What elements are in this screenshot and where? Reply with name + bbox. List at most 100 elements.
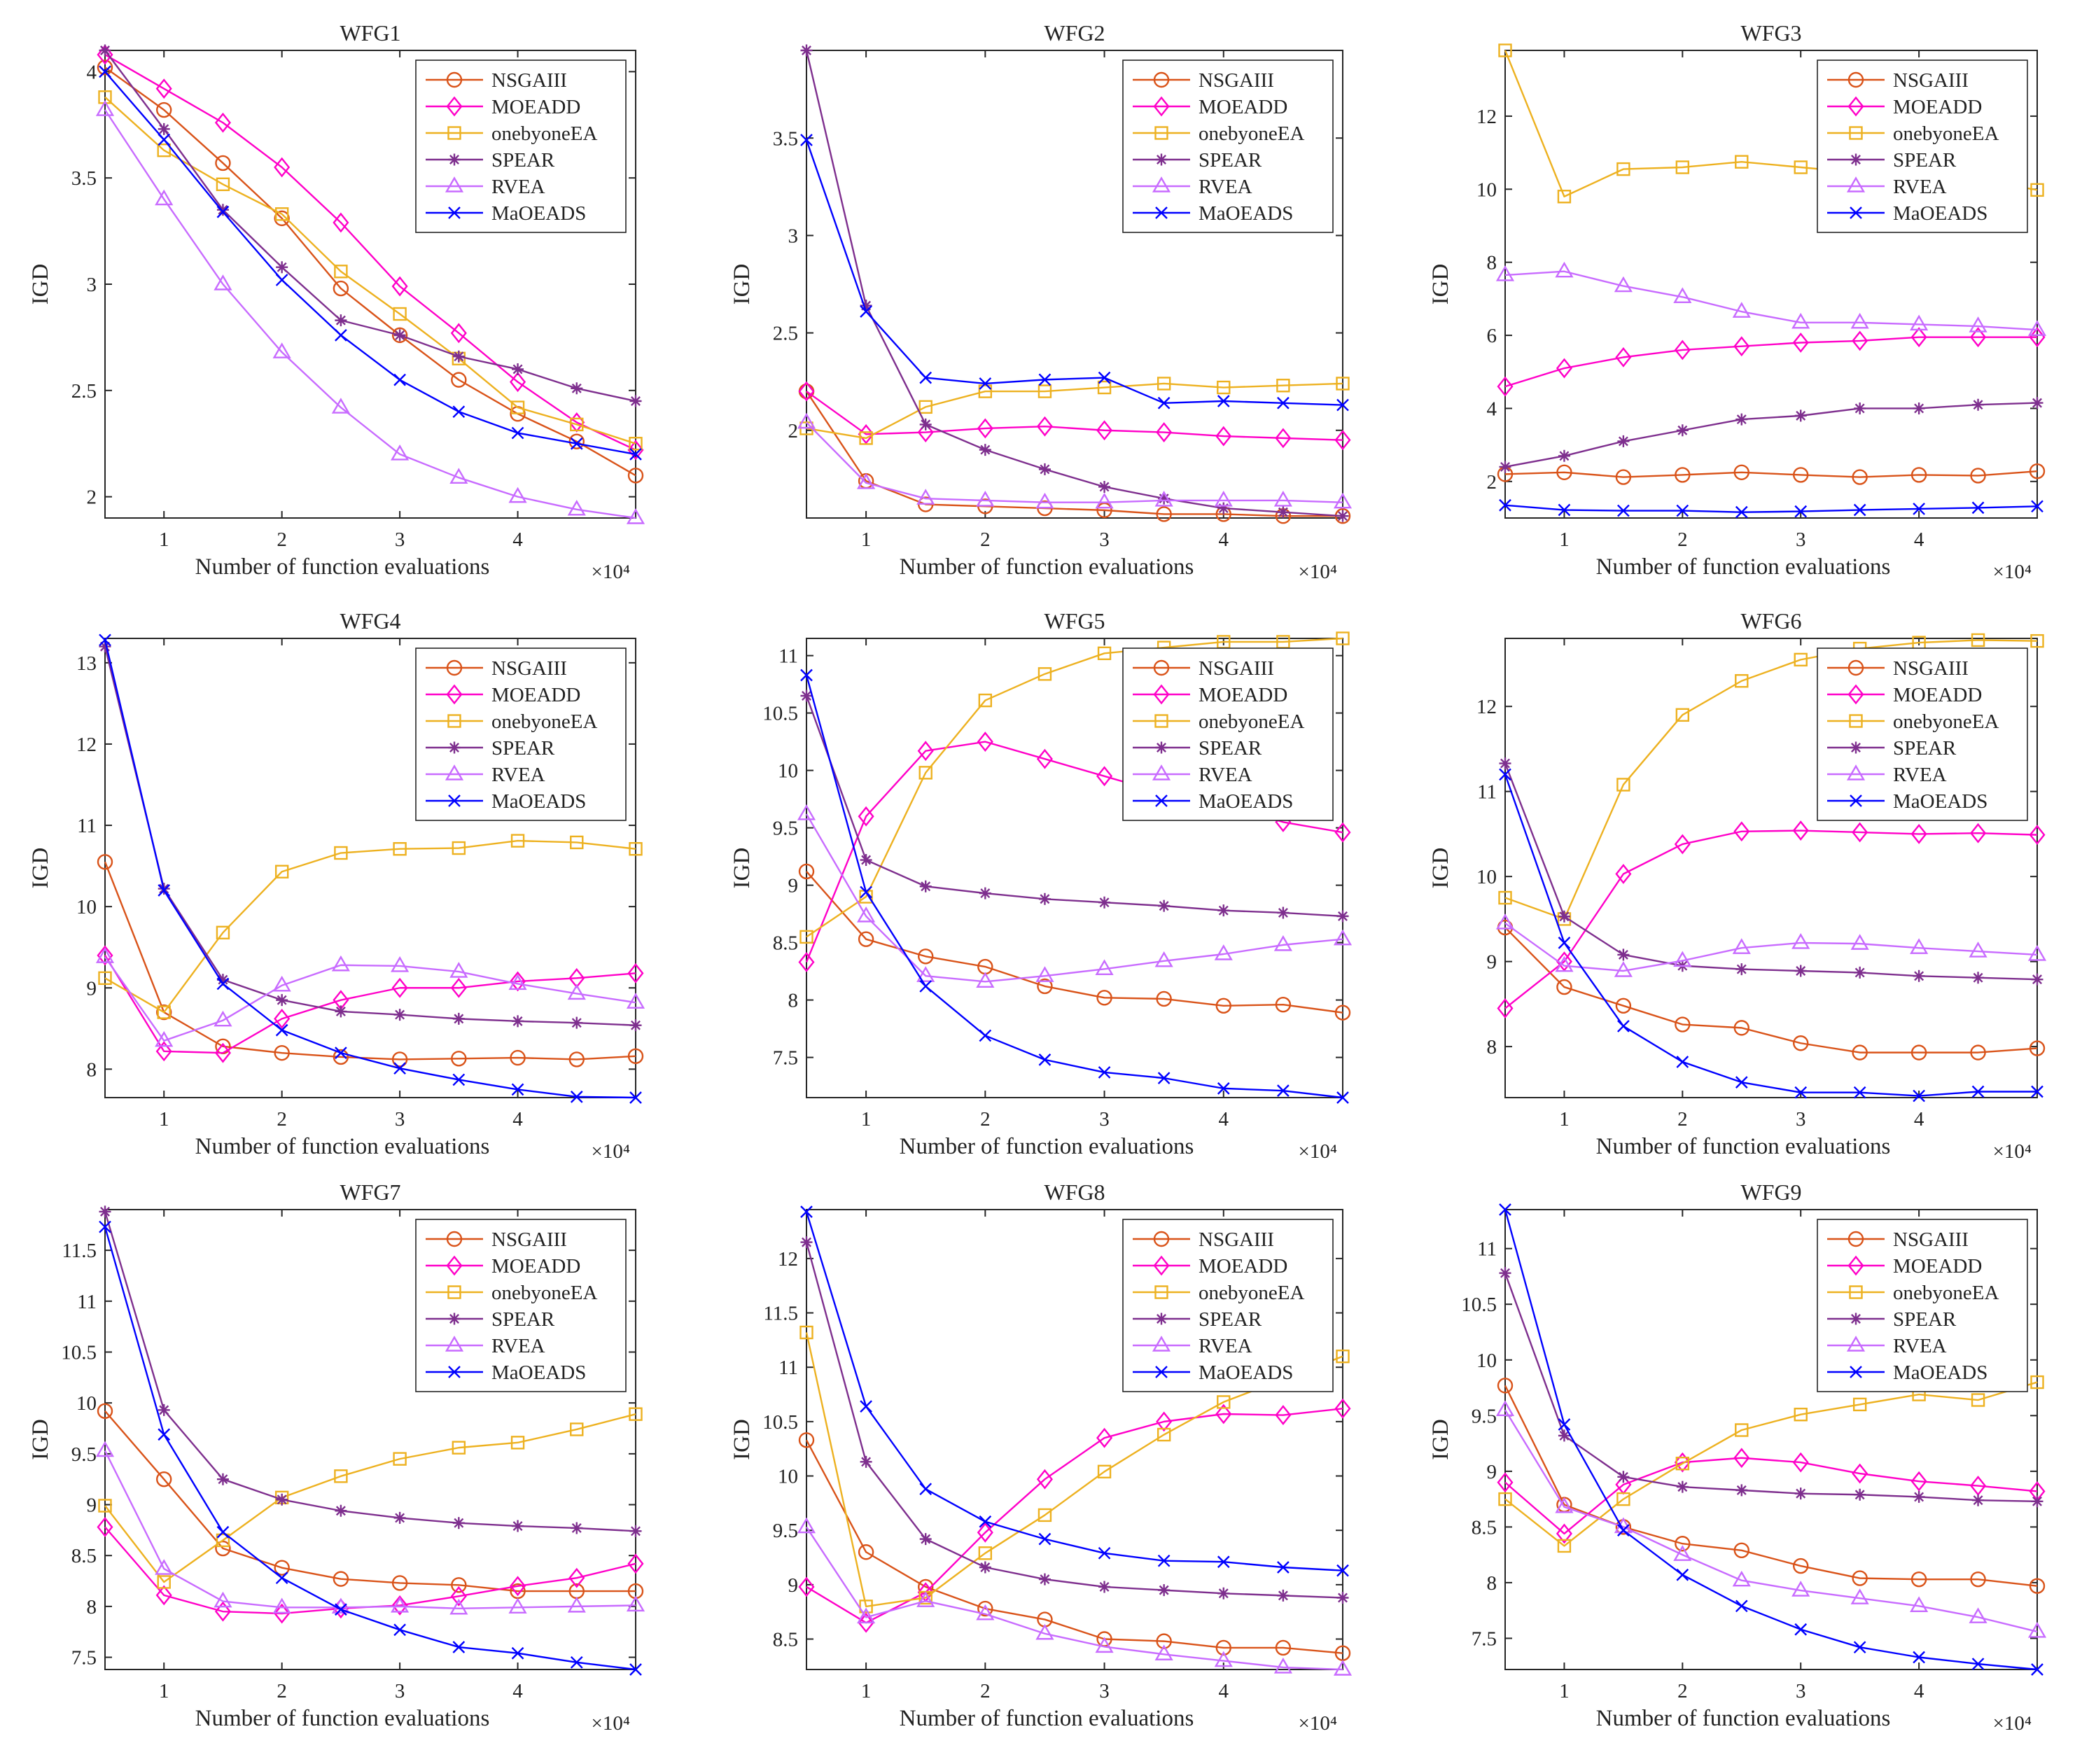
legend-marker-nsgaiii bbox=[446, 71, 463, 88]
y-tick-label: 4 bbox=[87, 61, 97, 83]
series-maoeads bbox=[99, 65, 642, 461]
data-point-spear bbox=[1038, 892, 1051, 905]
data-point-maoeads bbox=[1157, 396, 1171, 410]
data-point-maoeads bbox=[1735, 1076, 1748, 1088]
data-point-rvea bbox=[331, 398, 350, 414]
y-tick-label: 11 bbox=[1477, 781, 1497, 804]
data-point-moeadd bbox=[917, 422, 934, 442]
data-point-nsgaiii bbox=[156, 1004, 172, 1021]
data-point-moeadd bbox=[1036, 416, 1053, 437]
data-point-maoeads bbox=[1676, 1056, 1689, 1068]
data-point-moeadd bbox=[274, 1008, 291, 1029]
data-point-nsgaiii bbox=[1970, 468, 1986, 484]
legend-marker-rvea bbox=[1846, 764, 1866, 780]
x-axis-label: Number of function evaluations bbox=[1596, 1134, 1891, 1159]
data-point-moeadd bbox=[450, 323, 467, 344]
legend-marker-nsgaiii bbox=[1153, 1231, 1170, 1247]
data-point-spear bbox=[1972, 1494, 1985, 1506]
data-point-nsgaiii bbox=[977, 1600, 993, 1617]
data-point-moeadd bbox=[510, 971, 526, 992]
data-point-nsgaiii bbox=[156, 102, 172, 118]
series-line-nsgaiii bbox=[806, 871, 1343, 1014]
data-point-spear bbox=[1913, 402, 1925, 414]
data-point-maoeads bbox=[158, 1428, 171, 1441]
legend-marker-nsgaiii bbox=[446, 659, 463, 676]
data-point-nsgaiii bbox=[1733, 464, 1749, 480]
data-point-nsgaiii bbox=[627, 1048, 644, 1064]
data-point-nsgaiii bbox=[391, 1051, 408, 1068]
data-point-onebyoneea bbox=[510, 400, 525, 414]
data-point-nsgaiii bbox=[1910, 467, 1927, 483]
data-point-rvea bbox=[1495, 913, 1515, 930]
data-point-rvea bbox=[1614, 961, 1633, 977]
legend-marker-onebyoneea bbox=[447, 1285, 461, 1299]
data-point-maoeads bbox=[1277, 396, 1290, 410]
y-tick-label: 8.5 bbox=[773, 1629, 798, 1651]
legend-marker-spear bbox=[1155, 1312, 1168, 1325]
x-tick-label: 4 bbox=[1219, 1108, 1229, 1130]
data-point-maoeads bbox=[452, 1073, 466, 1086]
series-spear bbox=[800, 44, 1349, 522]
data-point-nsgaiii bbox=[215, 1540, 231, 1557]
data-point-maoeads bbox=[1217, 395, 1230, 407]
data-point-maoeads bbox=[1217, 1082, 1230, 1095]
data-point-spear bbox=[1558, 910, 1570, 923]
data-point-moeadd bbox=[155, 1585, 172, 1606]
data-point-moeadd bbox=[274, 157, 291, 178]
data-point-moeadd bbox=[798, 381, 815, 402]
data-point-onebyoneea bbox=[157, 144, 171, 158]
series-line-maoeads bbox=[805, 675, 1343, 1099]
y-tick-label: 8 bbox=[1487, 1036, 1497, 1058]
data-point-rvea bbox=[1273, 1657, 1292, 1674]
legend-label-moeadd: MOEADD bbox=[1893, 1255, 1982, 1278]
x-tick-label: 1 bbox=[159, 1108, 169, 1130]
data-point-maoeads bbox=[1794, 1086, 1808, 1099]
data-point-rvea bbox=[857, 906, 876, 923]
x-tick-label: 2 bbox=[980, 528, 991, 551]
legend-label-rvea: RVEA bbox=[491, 764, 545, 786]
legend-label-rvea: RVEA bbox=[491, 1335, 545, 1357]
data-point-moeadd bbox=[2029, 327, 2046, 348]
data-point-onebyoneea bbox=[452, 1441, 466, 1455]
series-spear bbox=[99, 1205, 642, 1537]
legend-marker-onebyoneea bbox=[1154, 126, 1168, 140]
legend-label-onebyoneea: onebyoneEA bbox=[1199, 1282, 1304, 1304]
series-rvea bbox=[1495, 913, 2047, 977]
data-point-spear bbox=[1499, 757, 1511, 770]
series-line-spear bbox=[805, 695, 1343, 918]
series-line-spear bbox=[1504, 402, 2038, 468]
data-point-rvea bbox=[331, 955, 350, 972]
data-point-nsgaiii bbox=[2029, 1578, 2046, 1594]
data-point-maoeads bbox=[1038, 373, 1052, 386]
data-point-moeadd bbox=[97, 945, 113, 966]
data-point-spear bbox=[1158, 899, 1171, 912]
data-point-moeadd bbox=[1497, 376, 1514, 397]
data-point-rvea bbox=[567, 1596, 586, 1613]
series-line-moeadd bbox=[104, 54, 636, 451]
data-point-nsgaiii bbox=[1275, 996, 1292, 1013]
data-point-moeadd bbox=[1334, 430, 1351, 451]
data-point-rvea bbox=[1910, 938, 1929, 954]
data-point-nsgaiii bbox=[1156, 990, 1172, 1007]
chart-panel-wfg7: WFG7 1 2 3 4 7.5 8 8.5 9 9.5 10 10.5 11 11.5 Number of… bbox=[28, 1180, 645, 1735]
legend-marker-onebyoneea bbox=[1154, 1285, 1168, 1299]
data-point-rvea bbox=[95, 947, 115, 963]
legend-marker-rvea bbox=[445, 764, 464, 780]
legend-marker-maoeads bbox=[1155, 206, 1168, 219]
y-tick-label: 12 bbox=[1476, 696, 1497, 718]
data-point-nsgaiii bbox=[215, 155, 231, 172]
data-point-nsgaiii bbox=[1970, 1044, 1986, 1060]
data-point-nsgaiii bbox=[97, 1403, 113, 1420]
x-tick-label: 1 bbox=[1559, 1108, 1570, 1130]
data-point-rvea bbox=[626, 993, 645, 1009]
data-point-nsgaiii bbox=[1037, 978, 1053, 995]
series-line-onebyoneea bbox=[104, 96, 636, 444]
y-tick-label: 12 bbox=[778, 1248, 798, 1270]
series-line-moeadd bbox=[104, 955, 636, 1054]
legend-label-onebyoneea: onebyoneEA bbox=[1893, 1282, 1999, 1304]
y-tick-label: 8 bbox=[87, 1058, 97, 1081]
data-point-onebyoneea bbox=[1794, 652, 1808, 667]
series-maoeads bbox=[1499, 498, 2043, 519]
series-line-moeadd bbox=[1504, 830, 2038, 1009]
legend-label-nsgaiii: NSGAIII bbox=[1893, 69, 1969, 92]
